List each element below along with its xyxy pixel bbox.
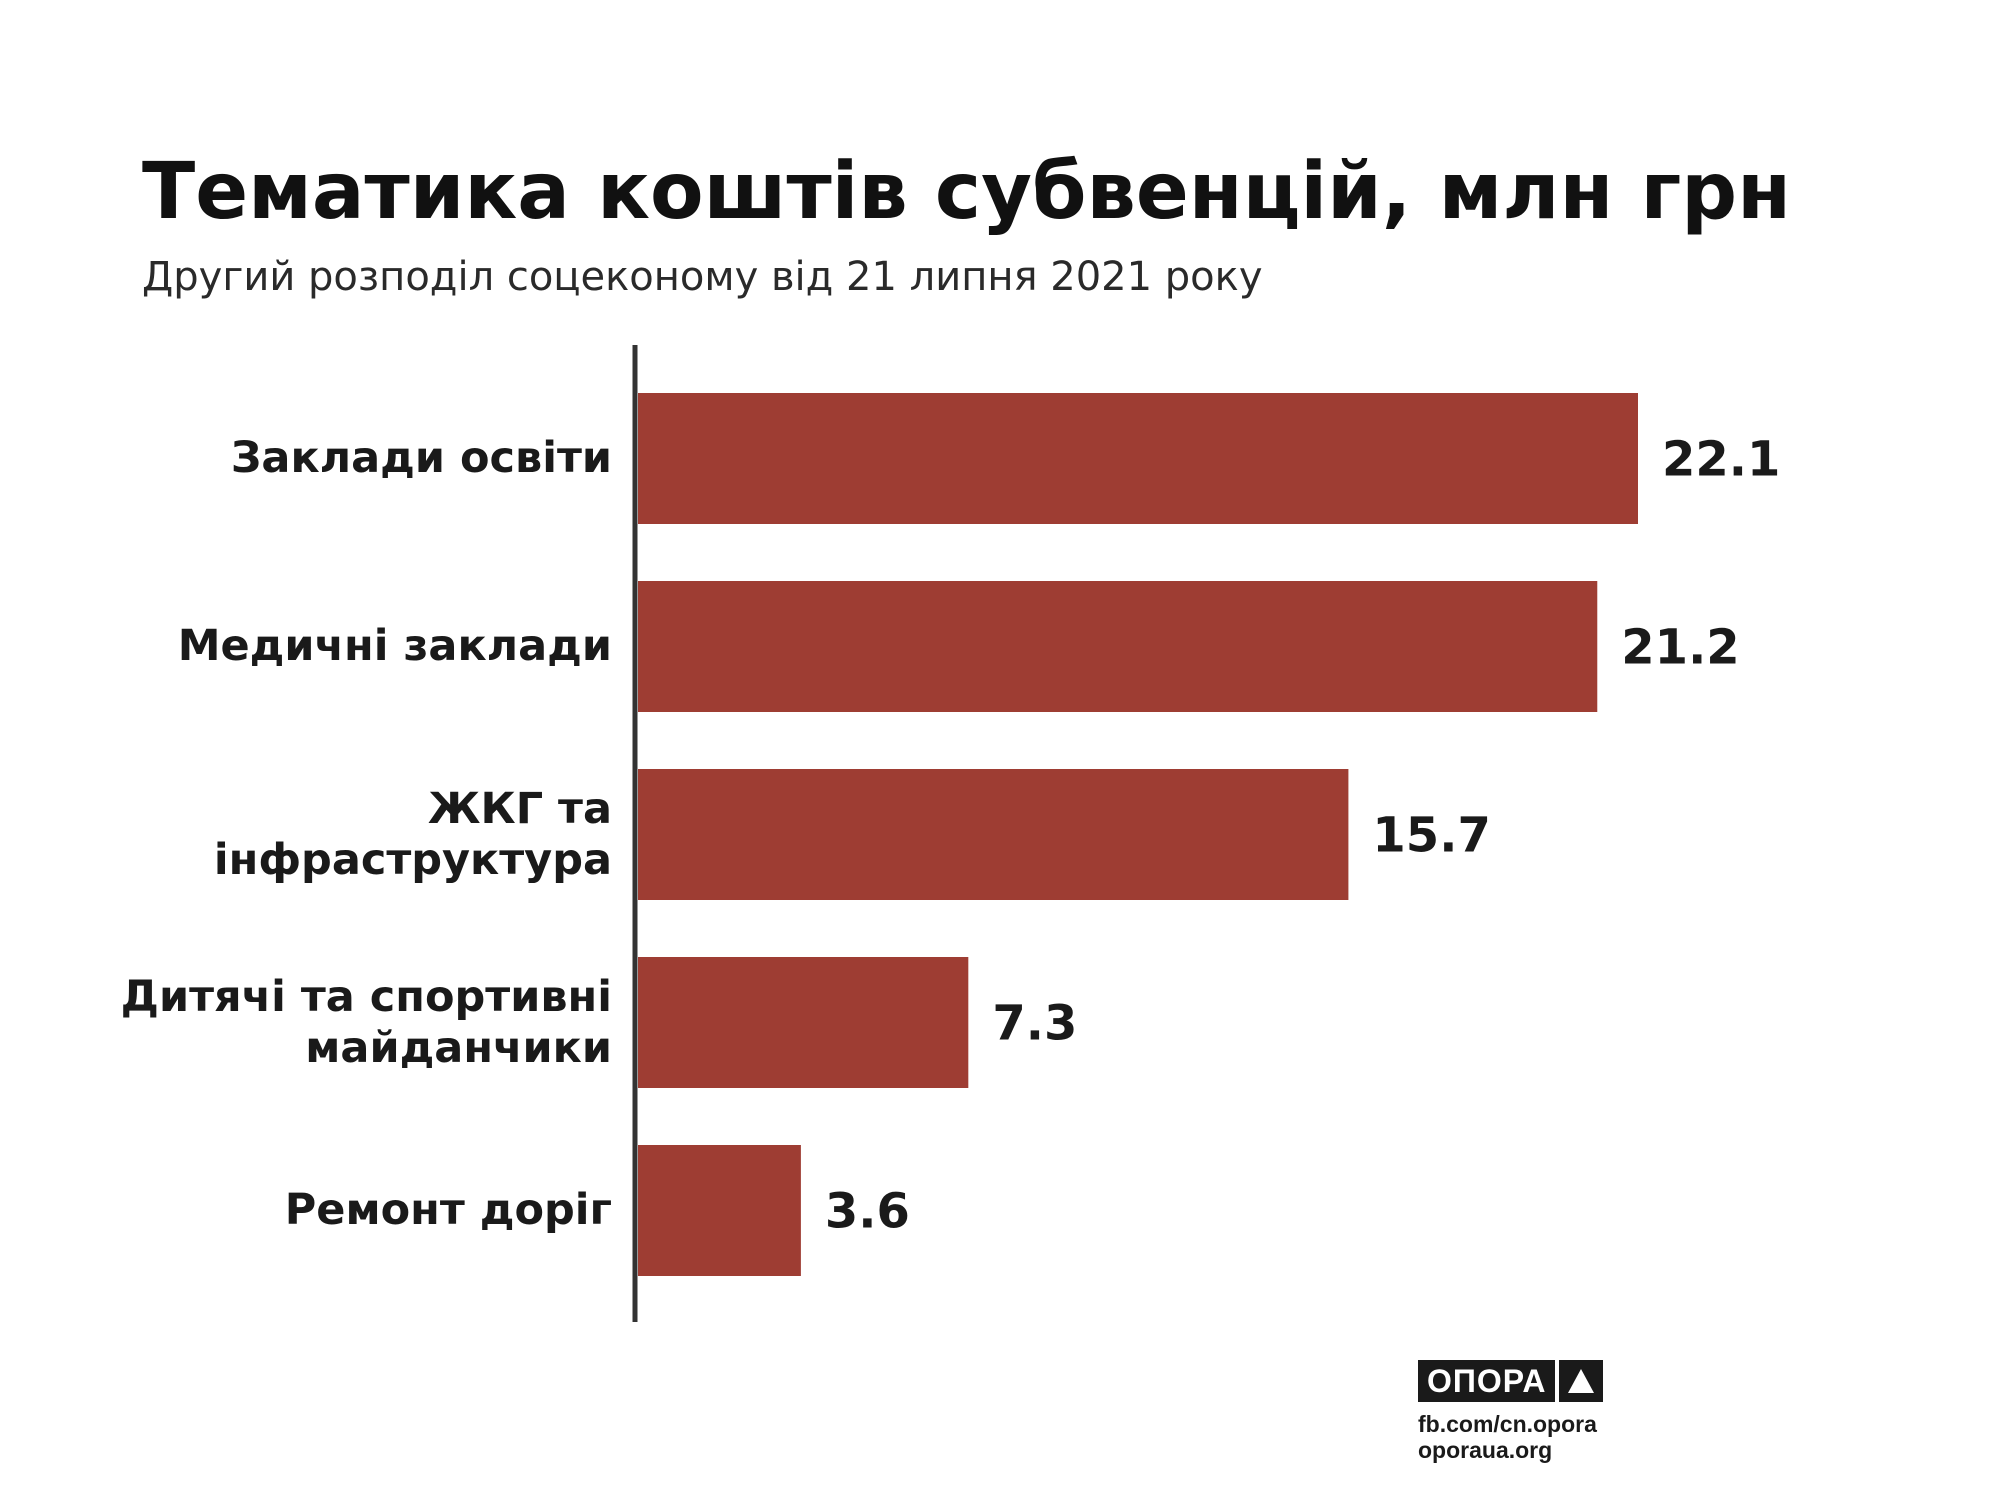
bar-2: [638, 769, 1349, 900]
opora-logo: ОПОРА: [1418, 1360, 1604, 1402]
value-label-1: 21.2: [1621, 620, 1739, 676]
category-label-line: ЖКГ та: [427, 783, 612, 834]
category-label-2: ЖКГ та інфраструктура: [72, 784, 612, 886]
bar-3: [638, 957, 969, 1088]
category-label-line: Ремонт доріг: [284, 1185, 612, 1235]
chart-title: Тематика коштів субвенцій, млн грн: [142, 147, 1792, 237]
logo-text: ОПОРА: [1418, 1360, 1556, 1402]
value-label-4: 3.6: [825, 1184, 910, 1240]
category-label-4: Ремонт доріг: [72, 1185, 612, 1236]
bar-0: [638, 393, 1638, 524]
value-label-2: 15.7: [1372, 808, 1490, 864]
value-label-0: 22.1: [1662, 432, 1780, 488]
footer-facebook: fb.com/cn.opora: [1418, 1411, 1597, 1437]
category-label-3: Дитячі та спортивні майданчики: [72, 972, 612, 1074]
category-label-line: Заклади освіти: [230, 433, 612, 483]
category-label-line: інфраструктура: [213, 834, 612, 885]
bar-4: [638, 1145, 801, 1276]
category-label-line: Дитячі та спортивні: [120, 971, 612, 1022]
category-label-1: Медичні заклади: [72, 621, 612, 672]
category-label-0: Заклади освіти: [72, 433, 612, 484]
category-label-line: майданчики: [305, 1022, 612, 1073]
bar-1: [638, 581, 1598, 712]
category-label-line: Медичні заклади: [177, 621, 612, 671]
footer-website: oporaua.org: [1418, 1437, 1553, 1463]
triangle-icon: [1559, 1360, 1604, 1402]
value-label-3: 7.3: [992, 996, 1077, 1052]
chart-subtitle: Другий розподіл соцеконому від 21 липня …: [142, 254, 1263, 300]
